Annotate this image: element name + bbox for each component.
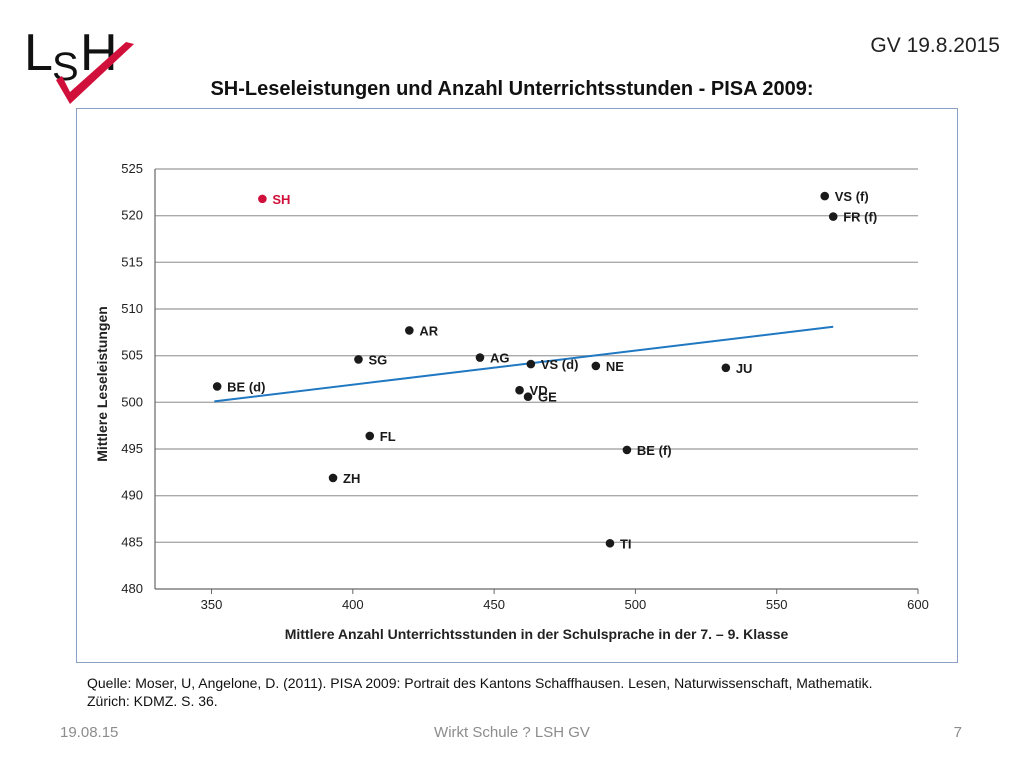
data-point xyxy=(475,353,485,362)
data-point-label: BE (d) xyxy=(227,379,265,394)
data-point xyxy=(515,385,524,395)
y-tick-label: 510 xyxy=(121,301,143,316)
data-point-label: VS (f) xyxy=(835,189,869,204)
y-axis-label: Mittlere Leseleistungen xyxy=(94,306,110,462)
check-mark-icon xyxy=(56,42,134,104)
data-point xyxy=(622,445,632,455)
data-point-label: GE xyxy=(538,390,557,405)
footer-date: 19.08.15 xyxy=(60,724,119,741)
x-tick-label: 350 xyxy=(201,597,223,612)
trend-line xyxy=(214,325,834,403)
data-point xyxy=(258,194,267,204)
slide-date: GV 19.8.2015 xyxy=(870,34,1000,57)
data-point-label: SG xyxy=(368,352,387,367)
slide-title: SH-Leseleistungen und Anzahl Unterrichts… xyxy=(210,78,814,100)
x-axis-label: Mittlere Anzahl Unterrichtsstunden in de… xyxy=(285,626,789,642)
footer-title: Wirkt Schule ? LSH GV xyxy=(434,724,590,741)
data-point xyxy=(212,382,222,391)
source-line-2: Zürich: KDMZ. S. 36. xyxy=(87,693,218,709)
source-line-1: Quelle: Moser, U, Angelone, D. (2011). P… xyxy=(87,675,873,691)
data-point-label: ZH xyxy=(343,471,360,486)
data-point-label: VS (d) xyxy=(541,357,579,372)
logo-letter-s: S xyxy=(52,45,79,89)
data-point xyxy=(328,473,338,483)
y-tick-label: 490 xyxy=(121,488,143,503)
x-tick-label: 400 xyxy=(342,597,364,612)
y-tick-label: 505 xyxy=(121,348,143,363)
slide-number: 7 xyxy=(953,724,962,741)
x-tick-label: 500 xyxy=(625,597,647,612)
y-tick-label: 525 xyxy=(121,161,143,176)
data-point xyxy=(354,355,363,364)
data-point xyxy=(820,191,830,201)
lsh-logo: L S H xyxy=(22,14,142,110)
data-point-label: AG xyxy=(490,351,510,366)
y-tick-label: 480 xyxy=(121,581,143,596)
x-tick-label: 550 xyxy=(766,597,788,612)
scatter-chart: 480 485 490 495 500 505 510 515 520 525 350 400 450 5… xyxy=(94,161,929,642)
data-point-label: FR (f) xyxy=(843,210,877,225)
data-point-label: AR xyxy=(419,323,438,338)
data-point xyxy=(721,363,731,373)
data-point-label: NE xyxy=(606,359,624,374)
y-tick-label: 520 xyxy=(121,208,143,223)
data-point xyxy=(526,359,536,369)
data-point xyxy=(591,361,601,371)
y-tick-label: 495 xyxy=(121,441,143,456)
data-point-label: BE (f) xyxy=(637,443,672,458)
data-point xyxy=(365,431,375,441)
chart-frame: 480 485 490 495 500 505 510 515 520 525 350 400 450 5… xyxy=(76,108,958,663)
data-point-label: JU xyxy=(736,361,753,376)
logo-letter-l: L xyxy=(24,24,53,82)
data-point-label: SH xyxy=(272,192,290,207)
y-tick-label: 485 xyxy=(121,534,143,549)
data-point-label: VD xyxy=(530,383,548,398)
y-tick-label: 515 xyxy=(121,254,143,269)
data-point xyxy=(828,212,838,221)
data-point xyxy=(523,392,533,402)
data-point-label: FL xyxy=(380,429,396,444)
data-point xyxy=(605,538,615,548)
x-tick-label: 600 xyxy=(907,597,929,612)
data-point-label: TI xyxy=(620,536,632,551)
x-tick-label: 450 xyxy=(483,597,505,612)
data-point xyxy=(405,326,414,335)
y-tick-label: 500 xyxy=(121,394,143,409)
source-citation: Quelle: Moser, U, Angelone, D. (2011). P… xyxy=(87,674,987,710)
